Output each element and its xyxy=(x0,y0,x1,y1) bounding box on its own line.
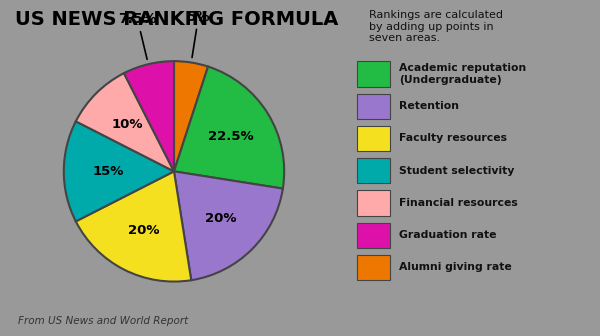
Text: 22.5%: 22.5% xyxy=(208,130,253,143)
Text: 15%: 15% xyxy=(92,165,124,178)
Text: 20%: 20% xyxy=(128,224,160,237)
Text: US NEWS RANKING FORMULA: US NEWS RANKING FORMULA xyxy=(16,10,338,29)
Text: From US News and World Report: From US News and World Report xyxy=(18,316,188,326)
Text: Financial resources: Financial resources xyxy=(399,198,518,208)
Text: Faculty resources: Faculty resources xyxy=(399,133,507,143)
Text: Alumni giving rate: Alumni giving rate xyxy=(399,262,512,272)
Wedge shape xyxy=(76,171,191,282)
Text: 7.5%: 7.5% xyxy=(118,12,157,59)
Wedge shape xyxy=(124,61,174,171)
Text: 10%: 10% xyxy=(112,118,143,131)
Wedge shape xyxy=(174,61,208,171)
Wedge shape xyxy=(174,67,284,188)
Wedge shape xyxy=(64,121,174,221)
Text: 5%: 5% xyxy=(187,10,211,57)
Wedge shape xyxy=(174,171,283,280)
Text: Graduation rate: Graduation rate xyxy=(399,230,497,240)
Text: Retention: Retention xyxy=(399,101,459,111)
Text: Rankings are calculated
by adding up points in
seven areas.: Rankings are calculated by adding up poi… xyxy=(369,10,503,43)
Text: Student selectivity: Student selectivity xyxy=(399,166,514,176)
Text: Academic reputation
(Undergraduate): Academic reputation (Undergraduate) xyxy=(399,63,526,85)
Text: 20%: 20% xyxy=(205,212,236,225)
Wedge shape xyxy=(76,73,174,171)
